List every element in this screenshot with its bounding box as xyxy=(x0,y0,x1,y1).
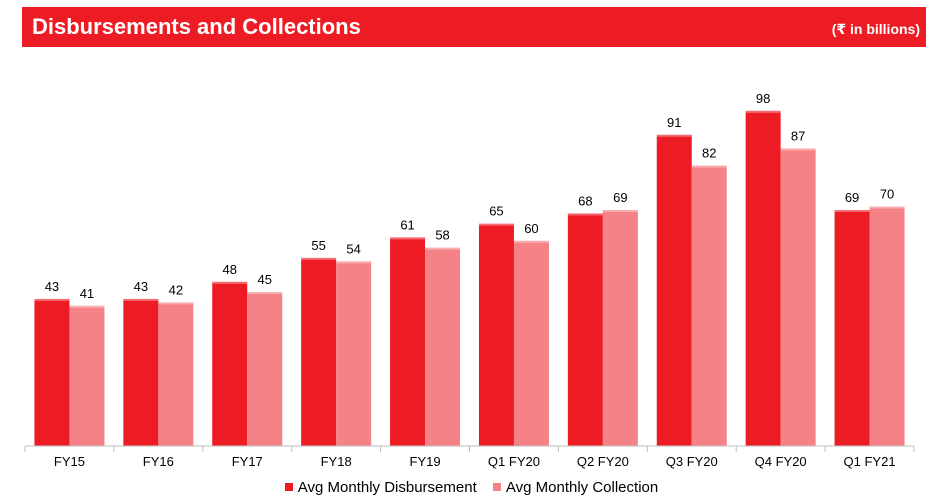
bar-highlight-collection-2 xyxy=(247,292,283,295)
data-label-collection-3: 54 xyxy=(346,241,360,256)
x-tick-label-1: FY16 xyxy=(143,454,174,469)
bar-disbursement-8 xyxy=(745,110,781,446)
data-label-collection-1: 42 xyxy=(169,282,183,297)
bar-highlight-collection-8 xyxy=(780,148,816,151)
x-tick-label-2: FY17 xyxy=(232,454,263,469)
bar-disbursement-9 xyxy=(834,210,870,446)
data-label-collection-8: 87 xyxy=(791,128,805,143)
data-label-collection-5: 60 xyxy=(524,221,538,236)
bar-highlight-collection-1 xyxy=(158,302,194,305)
bar-disbursement-7 xyxy=(656,134,692,446)
legend-item-disbursement: Avg Monthly Disbursement xyxy=(284,478,477,496)
x-tick-label-3: FY18 xyxy=(321,454,352,469)
bar-highlight-collection-9 xyxy=(869,206,905,209)
bar-collection-1 xyxy=(158,302,194,446)
legend-label-collection: Avg Monthly Collection xyxy=(505,478,659,496)
data-label-disbursement-4: 61 xyxy=(400,217,414,232)
data-label-disbursement-9: 69 xyxy=(845,190,859,205)
data-label-disbursement-3: 55 xyxy=(311,238,325,253)
data-label-collection-4: 58 xyxy=(435,228,449,243)
bar-highlight-disbursement-0 xyxy=(34,298,70,301)
bar-disbursement-5 xyxy=(478,223,514,446)
bar-highlight-collection-3 xyxy=(336,261,372,264)
bar-highlight-disbursement-8 xyxy=(745,110,781,113)
x-tick-label-4: FY19 xyxy=(410,454,441,469)
bar-highlight-disbursement-3 xyxy=(301,257,337,260)
data-label-disbursement-1: 43 xyxy=(134,279,148,294)
chart-legend: Avg Monthly Disbursement Avg Monthly Col… xyxy=(0,478,943,496)
header-bar: Disbursements and Collections (₹ in bill… xyxy=(22,7,926,47)
bar-highlight-collection-6 xyxy=(602,210,638,213)
legend-label-disbursement: Avg Monthly Disbursement xyxy=(297,478,477,496)
data-label-collection-9: 70 xyxy=(880,187,894,202)
bar-disbursement-6 xyxy=(567,213,603,446)
x-tick-label-0: FY15 xyxy=(54,454,85,469)
page-title: Disbursements and Collections xyxy=(32,14,361,39)
bar-highlight-disbursement-5 xyxy=(478,223,514,226)
legend-swatch-collection xyxy=(492,483,501,491)
data-label-collection-7: 82 xyxy=(702,146,716,161)
x-tick-label-8: Q4 FY20 xyxy=(755,454,807,469)
bar-highlight-collection-5 xyxy=(513,240,549,243)
bar-collection-4 xyxy=(425,247,461,446)
data-label-disbursement-6: 68 xyxy=(578,193,592,208)
bar-disbursement-2 xyxy=(212,281,248,446)
bar-collection-6 xyxy=(602,210,638,446)
bar-highlight-disbursement-9 xyxy=(834,210,870,213)
bar-highlight-disbursement-2 xyxy=(212,281,248,284)
bar-collection-7 xyxy=(691,165,727,446)
bar-collection-8 xyxy=(780,148,816,446)
bar-highlight-disbursement-7 xyxy=(656,134,692,137)
unit-label: (₹ in billions) xyxy=(831,21,920,37)
bar-disbursement-0 xyxy=(34,298,70,446)
legend-swatch-disbursement xyxy=(284,483,293,491)
bar-highlight-collection-7 xyxy=(691,165,727,168)
bar-collection-3 xyxy=(336,261,372,446)
bar-disbursement-1 xyxy=(123,298,159,446)
bar-collection-2 xyxy=(247,292,283,446)
bar-highlight-disbursement-4 xyxy=(390,237,426,240)
bar-disbursement-4 xyxy=(390,237,426,446)
bar-collection-5 xyxy=(513,240,549,446)
bar-highlight-disbursement-1 xyxy=(123,298,159,301)
data-label-disbursement-5: 65 xyxy=(489,204,503,219)
data-label-disbursement-0: 43 xyxy=(45,279,59,294)
bar-collection-9 xyxy=(869,206,905,446)
bar-highlight-collection-4 xyxy=(425,247,461,250)
bar-highlight-disbursement-6 xyxy=(567,213,603,216)
data-label-disbursement-8: 98 xyxy=(756,91,770,106)
data-label-collection-6: 69 xyxy=(613,190,627,205)
x-tick-label-5: Q1 FY20 xyxy=(488,454,540,469)
bar-collection-0 xyxy=(69,305,105,446)
data-label-collection-0: 41 xyxy=(80,286,94,301)
x-tick-label-9: Q1 FY21 xyxy=(844,454,896,469)
data-label-disbursement-2: 48 xyxy=(223,262,237,277)
legend-item-collection: Avg Monthly Collection xyxy=(492,478,659,496)
data-label-collection-2: 45 xyxy=(258,272,272,287)
x-tick-label-7: Q3 FY20 xyxy=(666,454,718,469)
x-tick-label-6: Q2 FY20 xyxy=(577,454,629,469)
data-label-disbursement-7: 91 xyxy=(667,115,681,130)
bar-highlight-collection-0 xyxy=(69,305,105,308)
bar-disbursement-3 xyxy=(301,257,337,446)
